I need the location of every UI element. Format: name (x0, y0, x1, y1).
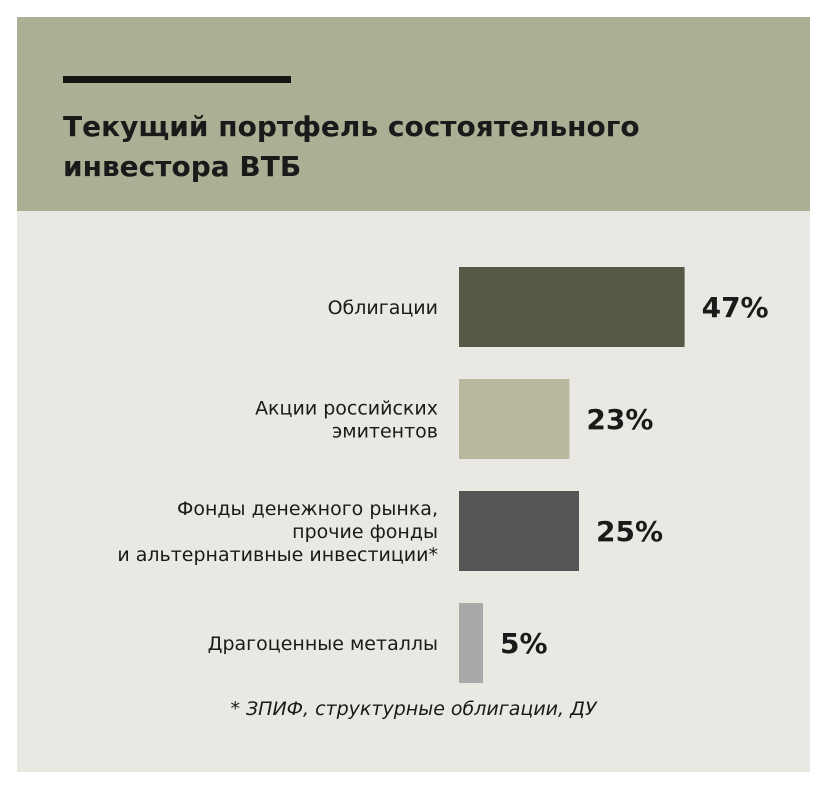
category-label: Фонды денежного рынка, прочие фонды и альт… (117, 498, 438, 566)
bar (459, 267, 685, 347)
value-label: 23% (586, 403, 653, 436)
bar (459, 603, 483, 683)
footnote: * ЗПИФ, структурные облигации, ДУ (230, 698, 597, 720)
header-rule (63, 76, 291, 83)
value-label: 47% (702, 291, 769, 324)
chart-title: Текущий портфель состоятельного инвестор… (63, 110, 640, 183)
category-label: Облигации (328, 297, 438, 319)
category-label: Акции российских эмитентов (255, 398, 438, 443)
bar (459, 379, 570, 459)
value-label: 5% (500, 627, 548, 660)
bar-chart: Облигации 47% Акции российских эмитентов 23%… (117, 267, 769, 683)
infographic-card: Текущий портфель состоятельного инвестор… (17, 17, 810, 772)
category-label: Драгоценные металлы (208, 633, 438, 655)
value-label: 25% (596, 515, 663, 548)
header-band: Текущий портфель состоятельного инвестор… (17, 17, 810, 211)
bar (459, 491, 579, 571)
